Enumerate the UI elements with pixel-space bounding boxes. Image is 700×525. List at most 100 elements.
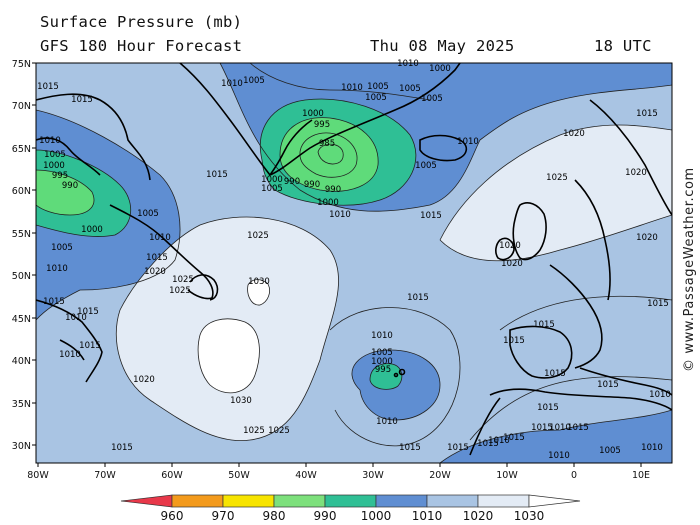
isobar-labels: 1015101510101005100099599010051000101010… — [37, 59, 671, 461]
isobar-label: 1010 — [65, 313, 87, 323]
isobar-label: 1010 — [371, 331, 393, 341]
isobar-label: 1015 — [477, 439, 499, 449]
colorbar-swatch — [222, 494, 275, 508]
lon-label: 20W — [429, 470, 451, 481]
lat-label: 45N — [12, 314, 31, 325]
colorbar-swatch — [273, 494, 326, 508]
lat-label: 30N — [12, 441, 31, 452]
isobar-label: 1000 — [261, 175, 283, 185]
isobar-label: 1020 — [636, 233, 658, 243]
lon-label: 10W — [496, 470, 518, 481]
isobar-label: 1015 — [636, 109, 658, 119]
isobar-label: 1010 — [221, 79, 243, 89]
isobar-label: 1010 — [329, 210, 351, 220]
latitude-labels: 75N 70N 65N 60N 55N 50N 45N 40N 35N 30N — [12, 59, 31, 452]
isobar-label: 1015 — [111, 443, 133, 453]
lat-label: 65N — [12, 144, 31, 155]
colorbar-label: 1000 — [361, 509, 392, 523]
isobar-label: 1015 — [447, 443, 469, 453]
isobar-label: 1015 — [79, 341, 101, 351]
isobar-label: 1015 — [37, 82, 59, 92]
isobar-label: 1010 — [641, 443, 663, 453]
isobar-label: 1015 — [43, 297, 65, 307]
isobar-label: 1015 — [407, 293, 429, 303]
isobar-label: 1010 — [39, 136, 61, 146]
isobar-label: 1005 — [599, 446, 621, 456]
isobar-label: 995 — [375, 365, 391, 375]
lon-label: 70W — [94, 470, 116, 481]
colorbar-label: 970 — [212, 509, 235, 523]
band-peak-regions — [198, 279, 270, 393]
isobar-label: 1015 — [503, 433, 525, 443]
isobar-label: 1030 — [248, 277, 270, 287]
isobar-label: 1000 — [81, 225, 103, 235]
isobar-label: 1025 — [546, 173, 568, 183]
longitude-labels: 80W 70W 60W 50W 40W 30W 20W 10W 0 10E — [27, 470, 650, 481]
isobar-label: 1010 — [341, 83, 363, 93]
isobar-label: 990 — [284, 177, 300, 187]
colorbar-legend: 960 970 980 990 1000 1010 1020 1030 — [120, 494, 581, 523]
lat-label: 60N — [12, 186, 31, 197]
colorbar-high-arrow — [528, 494, 581, 508]
lat-label: 35N — [12, 399, 31, 410]
valid-date: Thu 08 May 2025 — [370, 37, 515, 55]
isobar-label: 990 — [325, 185, 341, 195]
isobar-label: 1005 — [371, 348, 393, 358]
isobar-label: 1025 — [172, 275, 194, 285]
isobar-label: 1010 — [549, 423, 571, 433]
lat-label: 40N — [12, 356, 31, 367]
watermark: © www.PassageWeather.com — [682, 167, 697, 372]
isobar-label: 1015 — [567, 423, 589, 433]
isobar-label: 1010 — [149, 233, 171, 243]
isobar-label: 1005 — [421, 94, 443, 104]
isobar-label: 1010 — [649, 390, 671, 400]
isobar-label: 1025 — [268, 426, 290, 436]
isobar-label: 1000 — [429, 64, 451, 74]
colorbar-label: 980 — [263, 509, 286, 523]
colorbar-label: 1020 — [463, 509, 494, 523]
isobar-label: 1020 — [499, 241, 521, 251]
isobar-label: 1010 — [457, 137, 479, 147]
colorbar-label: 960 — [161, 509, 184, 523]
isobar-label: 1030 — [230, 396, 252, 406]
lon-label: 50W — [228, 470, 250, 481]
isobar-label: 1000 — [317, 198, 339, 208]
isobar-label: 1010 — [488, 436, 510, 446]
isobar-label: 1015 — [146, 253, 168, 263]
isobar-label: 1020 — [133, 375, 155, 385]
isobar-label: 1015 — [597, 380, 619, 390]
isobar-label: 1020 — [625, 168, 647, 178]
isobar-label: 990 — [304, 180, 320, 190]
isobar-label: 1020 — [563, 129, 585, 139]
lon-label: 60W — [161, 470, 183, 481]
isobar-label: 1015 — [71, 95, 93, 105]
isobar-lines — [36, 63, 672, 463]
isobar-label: 1020 — [144, 267, 166, 277]
colorbar-swatch — [426, 494, 479, 508]
forecast-subtitle: GFS 180 Hour Forecast — [40, 37, 243, 55]
valid-time: 18 UTC — [594, 37, 652, 55]
isobar-label: 1015 — [531, 423, 553, 433]
isobar-label: 1015 — [647, 299, 669, 309]
isobar-label: 995 — [52, 171, 68, 181]
isobar-label: 1005 — [51, 243, 73, 253]
lat-label: 70N — [12, 101, 31, 112]
isobar-label: 1015 — [533, 320, 555, 330]
isobar-label: 1010 — [59, 350, 81, 360]
map-frame — [35, 62, 673, 464]
isobar-label: 1005 — [261, 184, 283, 194]
isobar-label: 1010 — [376, 417, 398, 427]
colorbar-low-arrow — [120, 494, 173, 508]
isobar-label: 1000 — [371, 357, 393, 367]
isobar-label: 1025 — [169, 286, 191, 296]
lat-label: 55N — [12, 229, 31, 240]
isobar-label: 1020 — [501, 259, 523, 269]
isobar-label: 1005 — [137, 209, 159, 219]
lon-label: 10E — [632, 470, 650, 481]
isobar-label: 995 — [314, 120, 330, 130]
lon-label: 0 — [571, 470, 577, 481]
colorbar-label: 1010 — [412, 509, 443, 523]
isobar-label: 1005 — [243, 76, 265, 86]
isobar-label: 1015 — [399, 443, 421, 453]
